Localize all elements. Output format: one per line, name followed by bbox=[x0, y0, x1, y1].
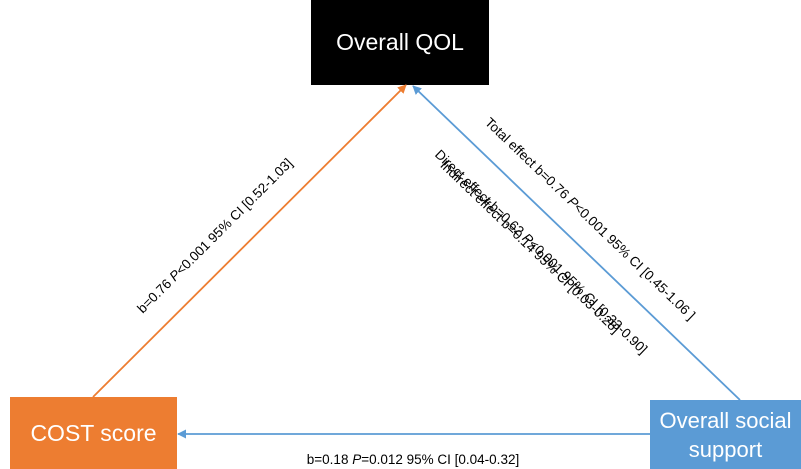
label-social-to-cost: b=0.18 P=0.012 95% CI [0.04-0.32] bbox=[307, 452, 519, 467]
label-indirect-effect: Indirect effect b=0.14 95% CI [0.03-0.28… bbox=[437, 157, 622, 336]
overall-qol-label: Overall QOL bbox=[336, 29, 464, 55]
overall-qol-node: Overall QOL bbox=[311, 0, 489, 85]
cost-score-label: COST score bbox=[30, 419, 157, 446]
arrow-cost-to-qol bbox=[92, 84, 407, 398]
overall-social-support-node: Overall social support bbox=[650, 400, 801, 469]
cost-score-node: COST score bbox=[10, 397, 177, 469]
arrow-social-to-qol bbox=[412, 85, 741, 401]
social-support-label-line1: Overall social bbox=[659, 407, 792, 433]
social-support-label-line2: support bbox=[688, 436, 763, 462]
label-cost-to-qol: b=0.76 P<0.001 95% CI [0.52-1.03] bbox=[134, 156, 295, 317]
